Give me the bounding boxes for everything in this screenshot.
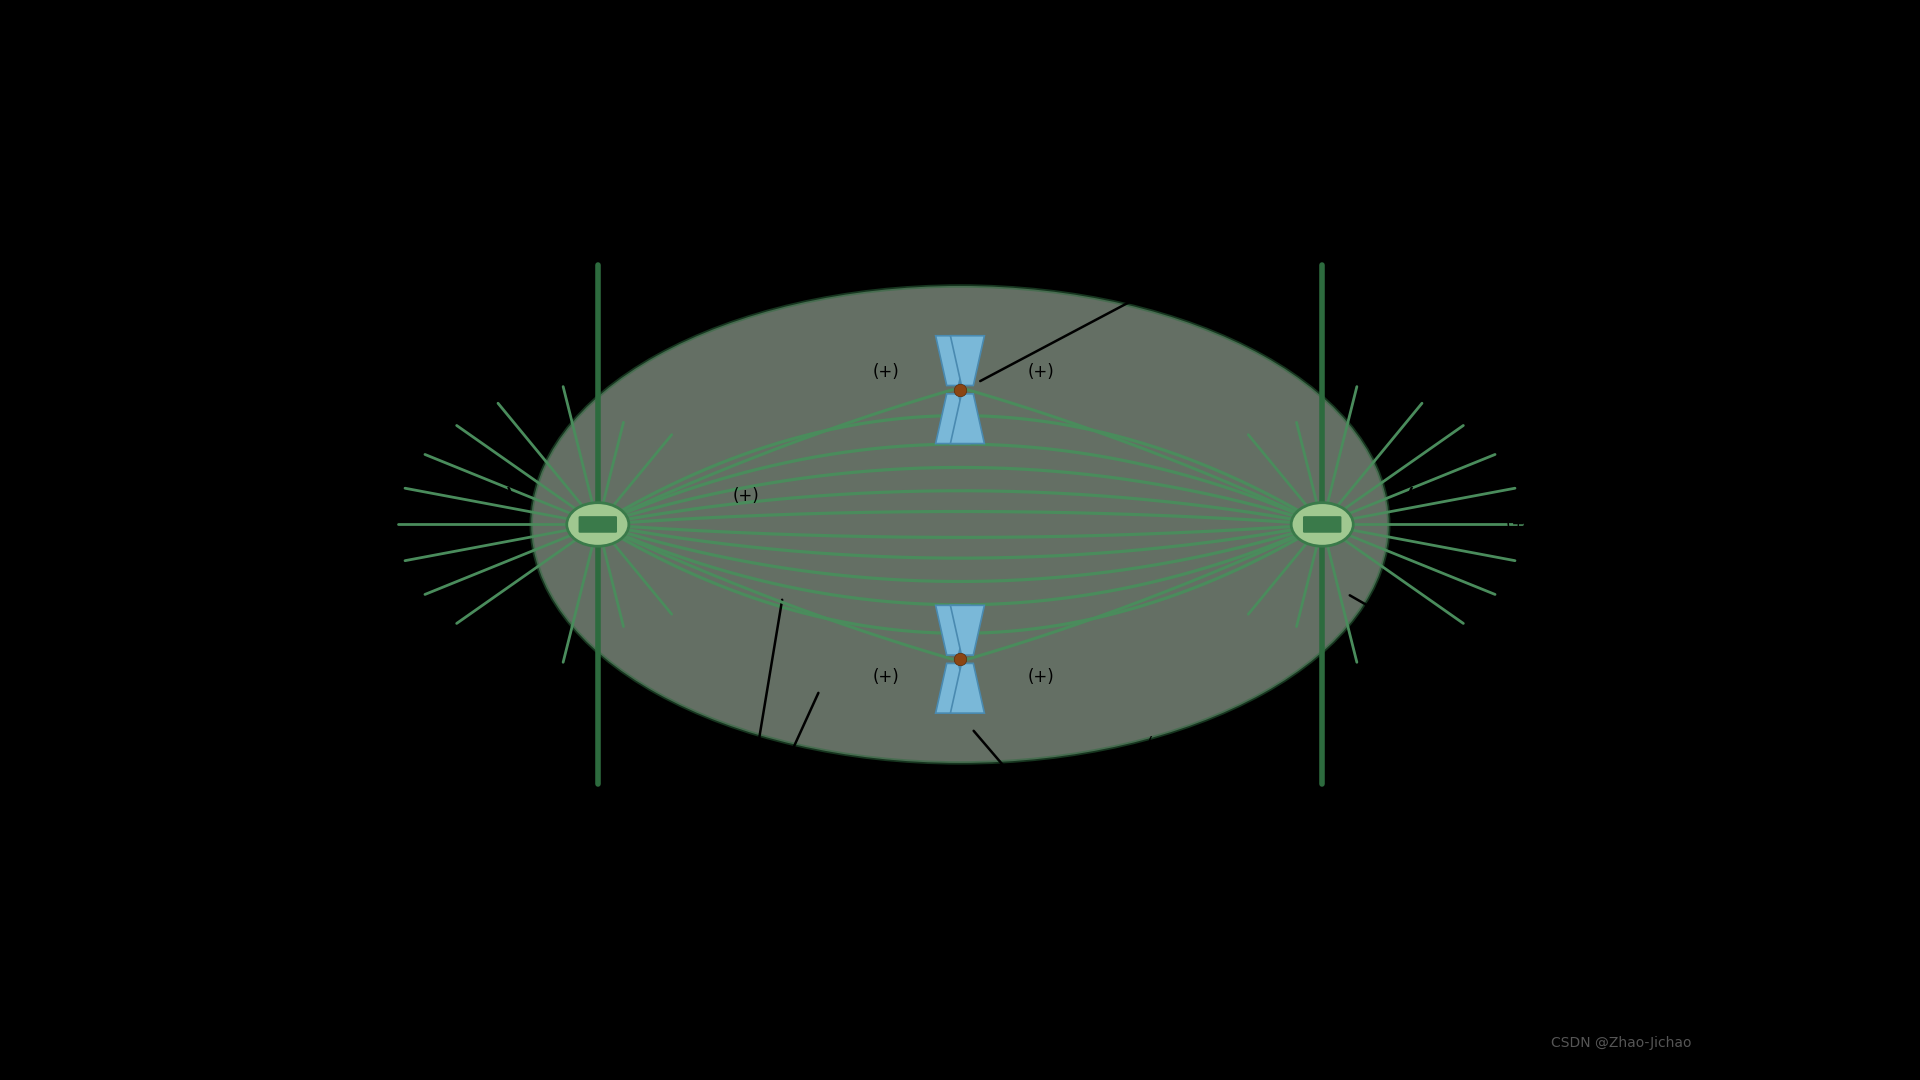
Text: Pole: Pole xyxy=(1490,685,1532,702)
Polygon shape xyxy=(950,394,985,444)
Text: chromosomes: chromosomes xyxy=(824,99,1096,137)
Polygon shape xyxy=(950,336,985,386)
Text: (+): (+) xyxy=(1146,291,1173,309)
Polygon shape xyxy=(935,394,970,444)
Text: (–): (–) xyxy=(490,487,513,505)
Polygon shape xyxy=(950,605,985,656)
FancyBboxPatch shape xyxy=(1304,516,1342,532)
Polygon shape xyxy=(935,605,970,656)
Text: (+): (+) xyxy=(722,243,749,260)
Text: (+): (+) xyxy=(722,788,749,806)
Text: © 2008 W.H.Freeman and Company: © 2008 W.H.Freeman and Company xyxy=(301,950,528,963)
Text: (+): (+) xyxy=(874,363,899,381)
Text: (+): (+) xyxy=(732,487,758,505)
Polygon shape xyxy=(950,663,985,713)
Text: Figure 18-36b: Figure 18-36b xyxy=(301,901,388,914)
Text: (+): (+) xyxy=(346,326,378,343)
Text: Molecular Cell Biology, Sixth Edition: Molecular Cell Biology, Sixth Edition xyxy=(301,926,526,939)
Text: (+): (+) xyxy=(1027,667,1054,686)
Polygon shape xyxy=(935,336,970,386)
Text: CSDN @Zhao-Jichao: CSDN @Zhao-Jichao xyxy=(1551,1036,1692,1050)
Text: Kinetochore MT: Kinetochore MT xyxy=(449,204,609,222)
Ellipse shape xyxy=(532,286,1388,762)
Ellipse shape xyxy=(566,502,630,546)
Text: Polar MTs: Polar MTs xyxy=(668,864,764,881)
Text: Chromosome: Chromosome xyxy=(985,864,1117,881)
Text: (+): (+) xyxy=(1027,363,1054,381)
Ellipse shape xyxy=(1290,502,1354,546)
Text: Kinetochore: Kinetochore xyxy=(1188,249,1311,267)
Text: MT: MT xyxy=(346,291,376,309)
Text: (+): (+) xyxy=(1146,737,1173,754)
Text: The mitotic spindle segregates: The mitotic spindle segregates xyxy=(660,48,1260,85)
Text: (centrosome): (centrosome) xyxy=(1490,719,1624,738)
Text: (+): (+) xyxy=(1505,515,1532,534)
Text: Zone of interdigitation: Zone of interdigitation xyxy=(845,147,1075,164)
FancyBboxPatch shape xyxy=(578,516,616,532)
Text: (–): (–) xyxy=(1407,487,1430,505)
Text: Astral: Astral xyxy=(346,256,407,274)
Polygon shape xyxy=(935,663,970,713)
Text: (+): (+) xyxy=(874,667,899,686)
